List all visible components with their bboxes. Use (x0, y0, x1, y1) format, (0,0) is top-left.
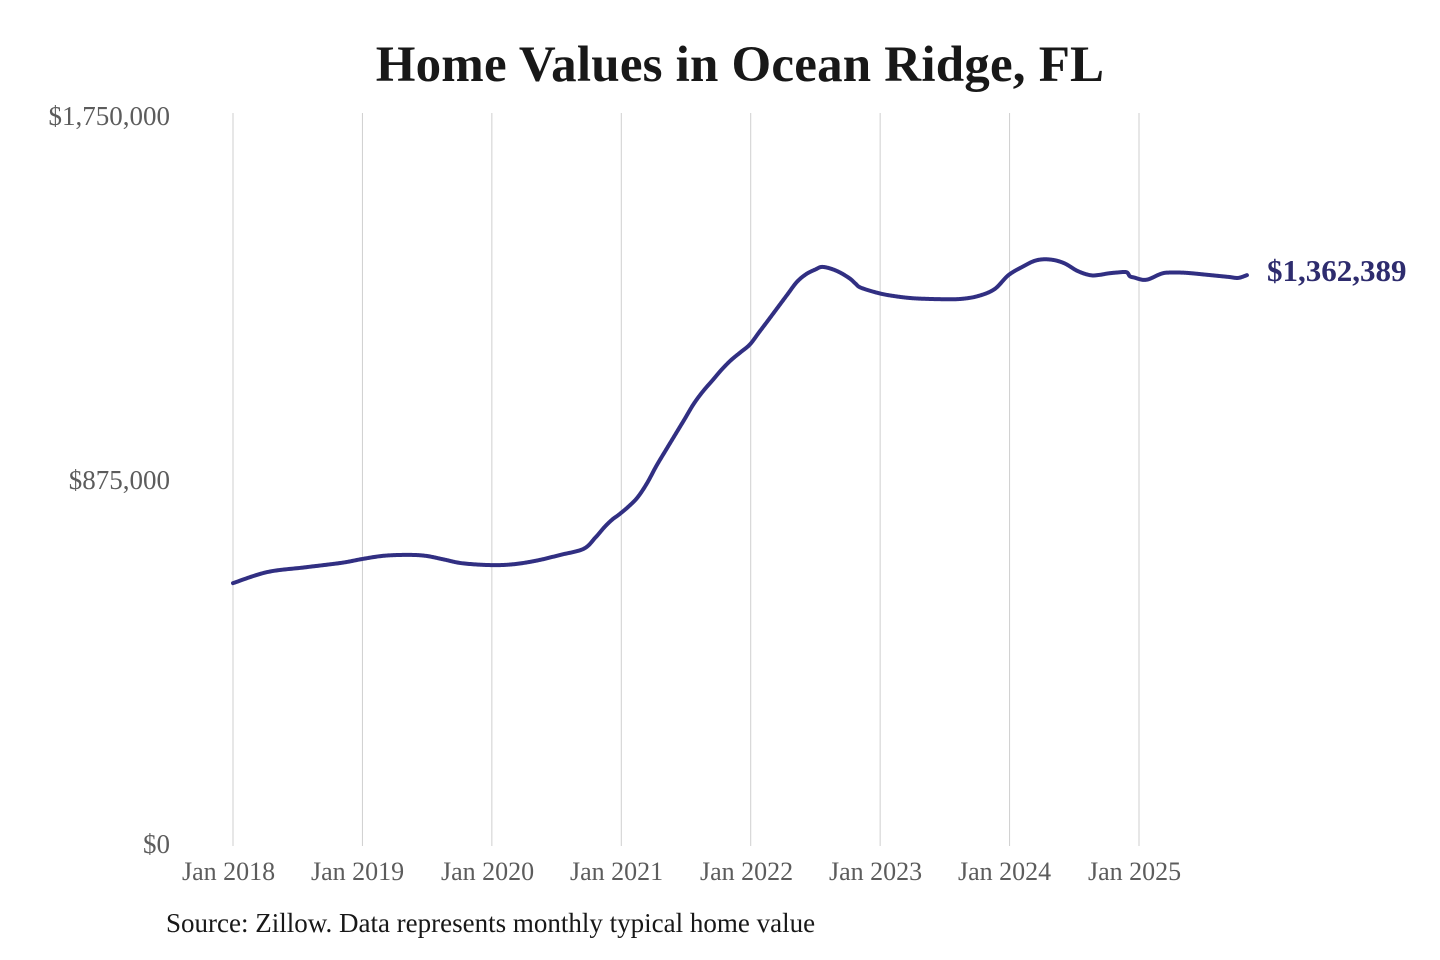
svg-text:Jan 2020: Jan 2020 (441, 857, 534, 886)
svg-text:Jan 2022: Jan 2022 (700, 857, 793, 886)
svg-text:Jan 2023: Jan 2023 (829, 857, 922, 886)
svg-text:Jan 2018: Jan 2018 (182, 857, 275, 886)
svg-text:Jan 2025: Jan 2025 (1088, 857, 1181, 886)
svg-text:$0: $0 (143, 829, 170, 859)
svg-text:$875,000: $875,000 (69, 465, 170, 495)
svg-text:Jan 2019: Jan 2019 (311, 857, 404, 886)
svg-text:$1,750,000: $1,750,000 (49, 101, 171, 131)
svg-text:$1,362,389: $1,362,389 (1267, 253, 1407, 288)
svg-text:Jan 2021: Jan 2021 (570, 857, 663, 886)
svg-text:Jan 2024: Jan 2024 (958, 857, 1051, 886)
svg-text:Source: Zillow. Data represent: Source: Zillow. Data represents monthly … (166, 908, 815, 938)
